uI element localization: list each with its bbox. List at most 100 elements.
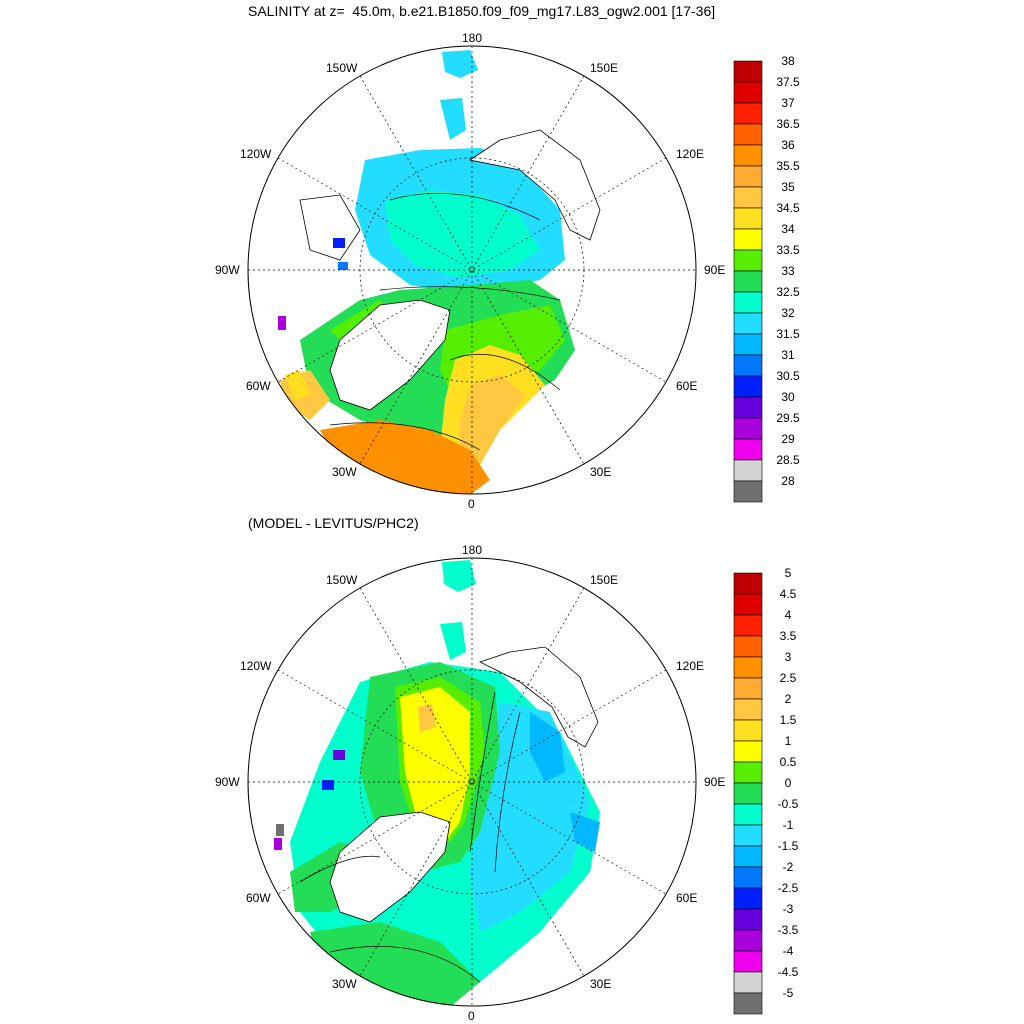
difference-colorbar-label: 2.5 — [780, 671, 797, 685]
lon-label-30w: 30W — [332, 977, 357, 991]
salinity-colorbar-label: 37 — [781, 96, 795, 110]
difference-colorbar-label: 2 — [785, 692, 792, 706]
lon-label-150w: 150W — [326, 61, 358, 75]
salinity-colorbar-swatch — [733, 144, 763, 167]
salinity-colorbar-swatch — [733, 438, 763, 461]
salinity-colorbar-label: 31 — [781, 348, 795, 362]
difference-colorbar-swatch — [733, 572, 763, 595]
salinity-colorbar-swatch — [733, 333, 763, 356]
salinity-colorbar-label: 30.5 — [776, 369, 800, 383]
lon-label-90e: 90E — [704, 263, 725, 277]
salinity-colorbar-swatch — [733, 417, 763, 440]
salinity-colorbar-swatch — [733, 396, 763, 419]
difference-colorbar-label: -4 — [783, 944, 794, 958]
difference-colorbar-swatch — [733, 593, 763, 616]
salinity-field — [248, 46, 696, 494]
salinity-colorbar-label: 34 — [781, 222, 795, 236]
difference-colorbar-swatch — [733, 782, 763, 805]
graticule-lines — [248, 558, 696, 1006]
salinity-colorbar-label: 29 — [781, 432, 795, 446]
lon-label-150e: 150E — [590, 61, 618, 75]
salinity-colorbar-swatch — [733, 270, 763, 293]
difference-field — [248, 558, 696, 1006]
difference-colorbar-label: 5 — [785, 566, 792, 580]
difference-colorbar-label: -5 — [783, 986, 794, 1000]
difference-colorbar-swatch — [733, 635, 763, 658]
map-boundary — [247, 557, 697, 1007]
salinity-colorbar-label: 33 — [781, 264, 795, 278]
lon-label-90w: 90W — [215, 775, 240, 789]
salinity-colorbar-swatch — [733, 375, 763, 398]
lon-label-60w: 60W — [246, 379, 271, 393]
salinity-colorbar-label: 38 — [781, 54, 795, 68]
salinity-colorbar-swatch — [733, 186, 763, 209]
difference-colorbar-label: 3 — [785, 650, 792, 664]
difference-colorbar-label: 4.5 — [780, 587, 797, 601]
lon-label-30w: 30W — [332, 465, 357, 479]
salinity-colorbar-swatch — [733, 249, 763, 272]
top-map-title: SALINITY at z= 45.0m, b.e21.B1850.f09_f0… — [248, 3, 716, 19]
difference-colorbar-label: -1 — [783, 818, 794, 832]
lon-label-150w: 150W — [326, 573, 358, 587]
lon-label-60w: 60W — [246, 891, 271, 905]
difference-colorbar-swatch — [733, 656, 763, 679]
lon-label-150e: 150E — [590, 573, 618, 587]
map-boundary — [247, 45, 697, 495]
salinity-colorbar-label: 37.5 — [776, 75, 800, 89]
lon-label-60e: 60E — [676, 379, 697, 393]
difference-colorbar-label: 0.5 — [780, 755, 797, 769]
difference-colorbar-label: -2 — [783, 860, 794, 874]
salinity-colorbar-swatch — [733, 291, 763, 314]
difference-colorbar-swatch — [733, 845, 763, 868]
difference-colorbar-swatch — [733, 887, 763, 910]
difference-colorbar-swatch — [733, 866, 763, 889]
difference-colorbar-label: 1.5 — [780, 713, 797, 727]
salinity-colorbar-swatch — [733, 60, 763, 83]
graticule-lines — [248, 46, 696, 494]
lon-label-120w: 120W — [240, 659, 272, 673]
salinity-colorbar-label: 35 — [781, 180, 795, 194]
salinity-colorbar-swatch — [733, 207, 763, 230]
difference-colorbar-label: 0 — [785, 776, 792, 790]
difference-colorbar-label: -3.5 — [778, 923, 799, 937]
difference-colorbar-swatch — [733, 740, 763, 763]
difference-colorbar-label: 4 — [785, 608, 792, 622]
salinity-colorbar-label: 29.5 — [776, 411, 800, 425]
difference-colorbar-label: -1.5 — [778, 839, 799, 853]
difference-colorbar-swatch — [733, 698, 763, 721]
salinity-colorbar-label: 33.5 — [776, 243, 800, 257]
salinity-colorbar-label: 35.5 — [776, 159, 800, 173]
lon-label-60e: 60E — [676, 891, 697, 905]
salinity-colorbar-label: 34.5 — [776, 201, 800, 215]
difference-colorbar-swatch — [733, 719, 763, 742]
lon-label-180: 180 — [462, 543, 482, 557]
difference-colorbar-swatch — [733, 614, 763, 637]
lon-label-90e: 90E — [704, 775, 725, 789]
lon-label-0: 0 — [468, 1009, 475, 1023]
lon-label-90w: 90W — [215, 263, 240, 277]
difference-colorbar-label: -3 — [783, 902, 794, 916]
difference-colorbar-swatch — [733, 992, 763, 1015]
salinity-colorbar: 38 37.5 37 36.5 36 35.5 35 34.5 34 33.5 33 32.5 32 31… — [733, 54, 800, 503]
salinity-colorbar-label: 36.5 — [776, 117, 800, 131]
salinity-colorbar-label: 28 — [781, 474, 795, 488]
difference-map-panel: 180 0 90E 90W 150W 120W 60W 30W 150E 120… — [215, 543, 799, 1023]
difference-colorbar-swatch — [733, 677, 763, 700]
salinity-colorbar-swatch — [733, 480, 763, 503]
salinity-colorbar-swatch — [733, 123, 763, 146]
difference-colorbar-swatch — [733, 929, 763, 952]
salinity-map-panel: 180 0 90E 90W 150W 120W 60W 30W 150E 120… — [215, 31, 800, 511]
difference-colorbar-swatch — [733, 824, 763, 847]
salinity-colorbar-swatch — [733, 165, 763, 188]
salinity-colorbar-label: 31.5 — [776, 327, 800, 341]
salinity-colorbar-label: 28.5 — [776, 453, 800, 467]
bottom-map-title: (MODEL - LEVITUS/PHC2) — [248, 515, 419, 531]
difference-colorbar-swatch — [733, 950, 763, 973]
lon-label-0: 0 — [468, 497, 475, 511]
lon-label-120e: 120E — [676, 147, 704, 161]
difference-colorbar-swatch — [733, 971, 763, 994]
salinity-colorbar-swatch — [733, 81, 763, 104]
difference-colorbar-label: -4.5 — [778, 965, 799, 979]
difference-colorbar-label: -2.5 — [778, 881, 799, 895]
lon-label-30e: 30E — [590, 465, 611, 479]
